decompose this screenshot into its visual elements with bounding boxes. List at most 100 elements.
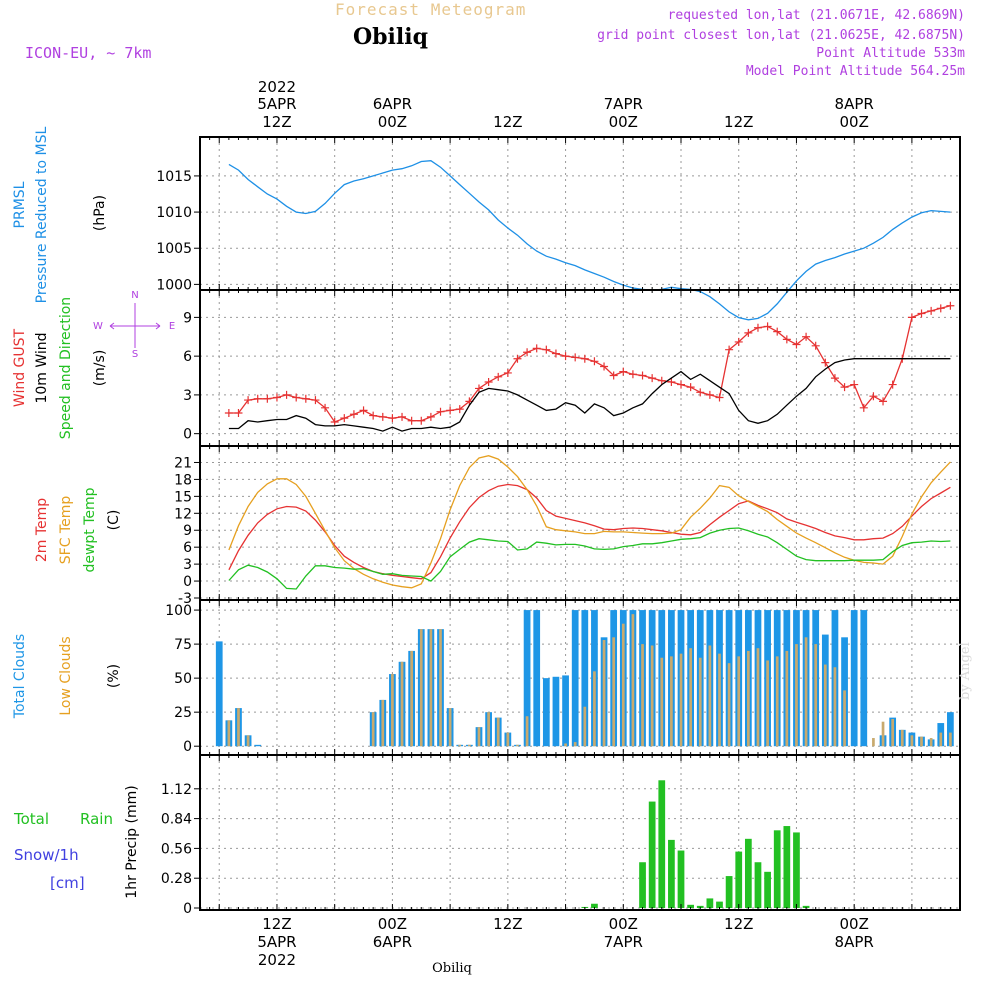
gust-marker <box>263 394 272 403</box>
top-axis-hour: 12Z <box>262 113 291 131</box>
gust-marker <box>657 376 666 385</box>
gust-marker <box>638 371 647 380</box>
gust-marker <box>234 408 243 417</box>
gust-marker <box>677 380 686 389</box>
total-clouds-label: Total Clouds <box>12 634 28 719</box>
gust-marker <box>609 371 618 380</box>
temp-unit: (C) <box>106 510 122 531</box>
low-cloud-bar <box>641 644 644 747</box>
gust-marker <box>321 403 330 412</box>
low-cloud-bar <box>698 657 702 747</box>
y-tick-label: 1015 <box>156 169 192 185</box>
y-tick-label: 1010 <box>156 205 192 221</box>
gust-marker <box>455 405 464 414</box>
low-cloud-bar <box>910 735 914 747</box>
panel-frame-temp <box>199 445 961 601</box>
pressure-unit: (hPa) <box>92 195 108 231</box>
low-cloud-bar <box>477 727 481 747</box>
gust-marker <box>446 406 455 415</box>
y-tick-label: 0.28 <box>161 871 192 887</box>
gust-marker <box>503 368 512 377</box>
low-cloud-bar <box>621 623 625 747</box>
y-tick-label: 1000 <box>156 277 192 293</box>
total-cloud-bar <box>542 678 550 747</box>
total-cloud-bar <box>552 676 560 747</box>
y-tick-label: 0.84 <box>161 812 192 828</box>
panel-frames <box>194 136 961 911</box>
top-axis-hour: 00Z <box>378 113 407 131</box>
low-cloud-bar <box>371 712 375 747</box>
gust-marker <box>407 416 416 425</box>
y-tick-label: 21 <box>174 455 192 471</box>
gust-marker <box>272 393 281 402</box>
gust-marker <box>417 416 426 425</box>
gust-marker <box>388 414 397 423</box>
low-cloud-bar <box>756 648 760 747</box>
legend-rain: Rain <box>80 810 113 828</box>
gust-marker <box>725 345 734 354</box>
precip-bar <box>764 871 771 908</box>
precip-bar <box>687 904 694 908</box>
gust-marker <box>888 380 897 389</box>
low-cloud-bar <box>564 743 567 747</box>
y-tick-label: 0 <box>183 427 192 443</box>
grid-lines <box>200 137 960 910</box>
grid-point-coords: grid point closest lon,lat (21.0625E, 42… <box>597 28 965 43</box>
low-cloud-bar <box>814 644 818 747</box>
precip-bar <box>639 862 646 908</box>
total-cloud-bar <box>860 610 868 747</box>
bottom-axis-date: 6APR <box>373 933 412 951</box>
y-tick-label: 3 <box>183 557 192 573</box>
gust-marker <box>648 374 657 383</box>
gust-marker <box>705 390 714 399</box>
low-cloud-bar <box>487 712 490 747</box>
bottom-axis-hour: 12Z <box>724 915 753 933</box>
low-cloud-bar <box>891 718 895 747</box>
gust-marker <box>907 313 916 322</box>
low-cloud-bar <box>612 637 616 747</box>
total-cloud-bar <box>571 610 579 747</box>
low-cloud-bar <box>468 744 471 747</box>
cloud-unit: (%) <box>106 664 122 688</box>
low-cloud-bar <box>823 664 827 747</box>
total-cloud-bar <box>215 641 223 747</box>
low-cloud-bar <box>766 660 769 747</box>
low-cloud-bar <box>929 738 933 747</box>
gust-marker <box>715 393 724 402</box>
gust-marker <box>551 349 560 358</box>
low-cloud-bar <box>785 650 789 747</box>
y-tick-label: 0.56 <box>161 841 192 857</box>
y-tick-label: 0 <box>183 901 192 917</box>
gust-marker <box>859 403 868 412</box>
bottom-axis-hour: 00Z <box>609 915 638 933</box>
product-title: Forecast Meteogram <box>335 0 527 19</box>
gust-marker <box>398 412 407 421</box>
gust-marker <box>840 383 849 392</box>
bottom-axis-hour: 12Z <box>493 915 522 933</box>
precip-bar <box>735 851 743 908</box>
precip-bar <box>716 901 723 908</box>
low-cloud-bar <box>593 671 596 747</box>
gust-marker <box>590 357 599 366</box>
precip-bar <box>725 876 733 908</box>
top-axis-hour: 00Z <box>839 113 868 131</box>
prmsl-line <box>228 160 951 321</box>
gust-marker <box>282 390 291 399</box>
low-cloud-bar <box>843 690 846 747</box>
gust-marker <box>802 332 811 341</box>
y-tick-label: 15 <box>174 489 192 505</box>
wind-dir-label: Speed and Direction <box>58 297 74 439</box>
gust-marker <box>542 345 551 354</box>
gust-marker <box>917 309 926 318</box>
low-cloud-bar <box>448 708 452 747</box>
prmsl-label: PRMSL <box>12 181 28 228</box>
gust-marker <box>734 337 743 346</box>
compass-e: E <box>169 321 175 332</box>
y-tick-label: 0 <box>183 739 192 755</box>
gust-marker <box>301 394 310 403</box>
gust-marker <box>927 306 936 315</box>
footer-station: Obiliq <box>432 961 472 976</box>
legend-total: Total <box>13 810 49 828</box>
y-tick-label: 1.12 <box>161 782 192 798</box>
